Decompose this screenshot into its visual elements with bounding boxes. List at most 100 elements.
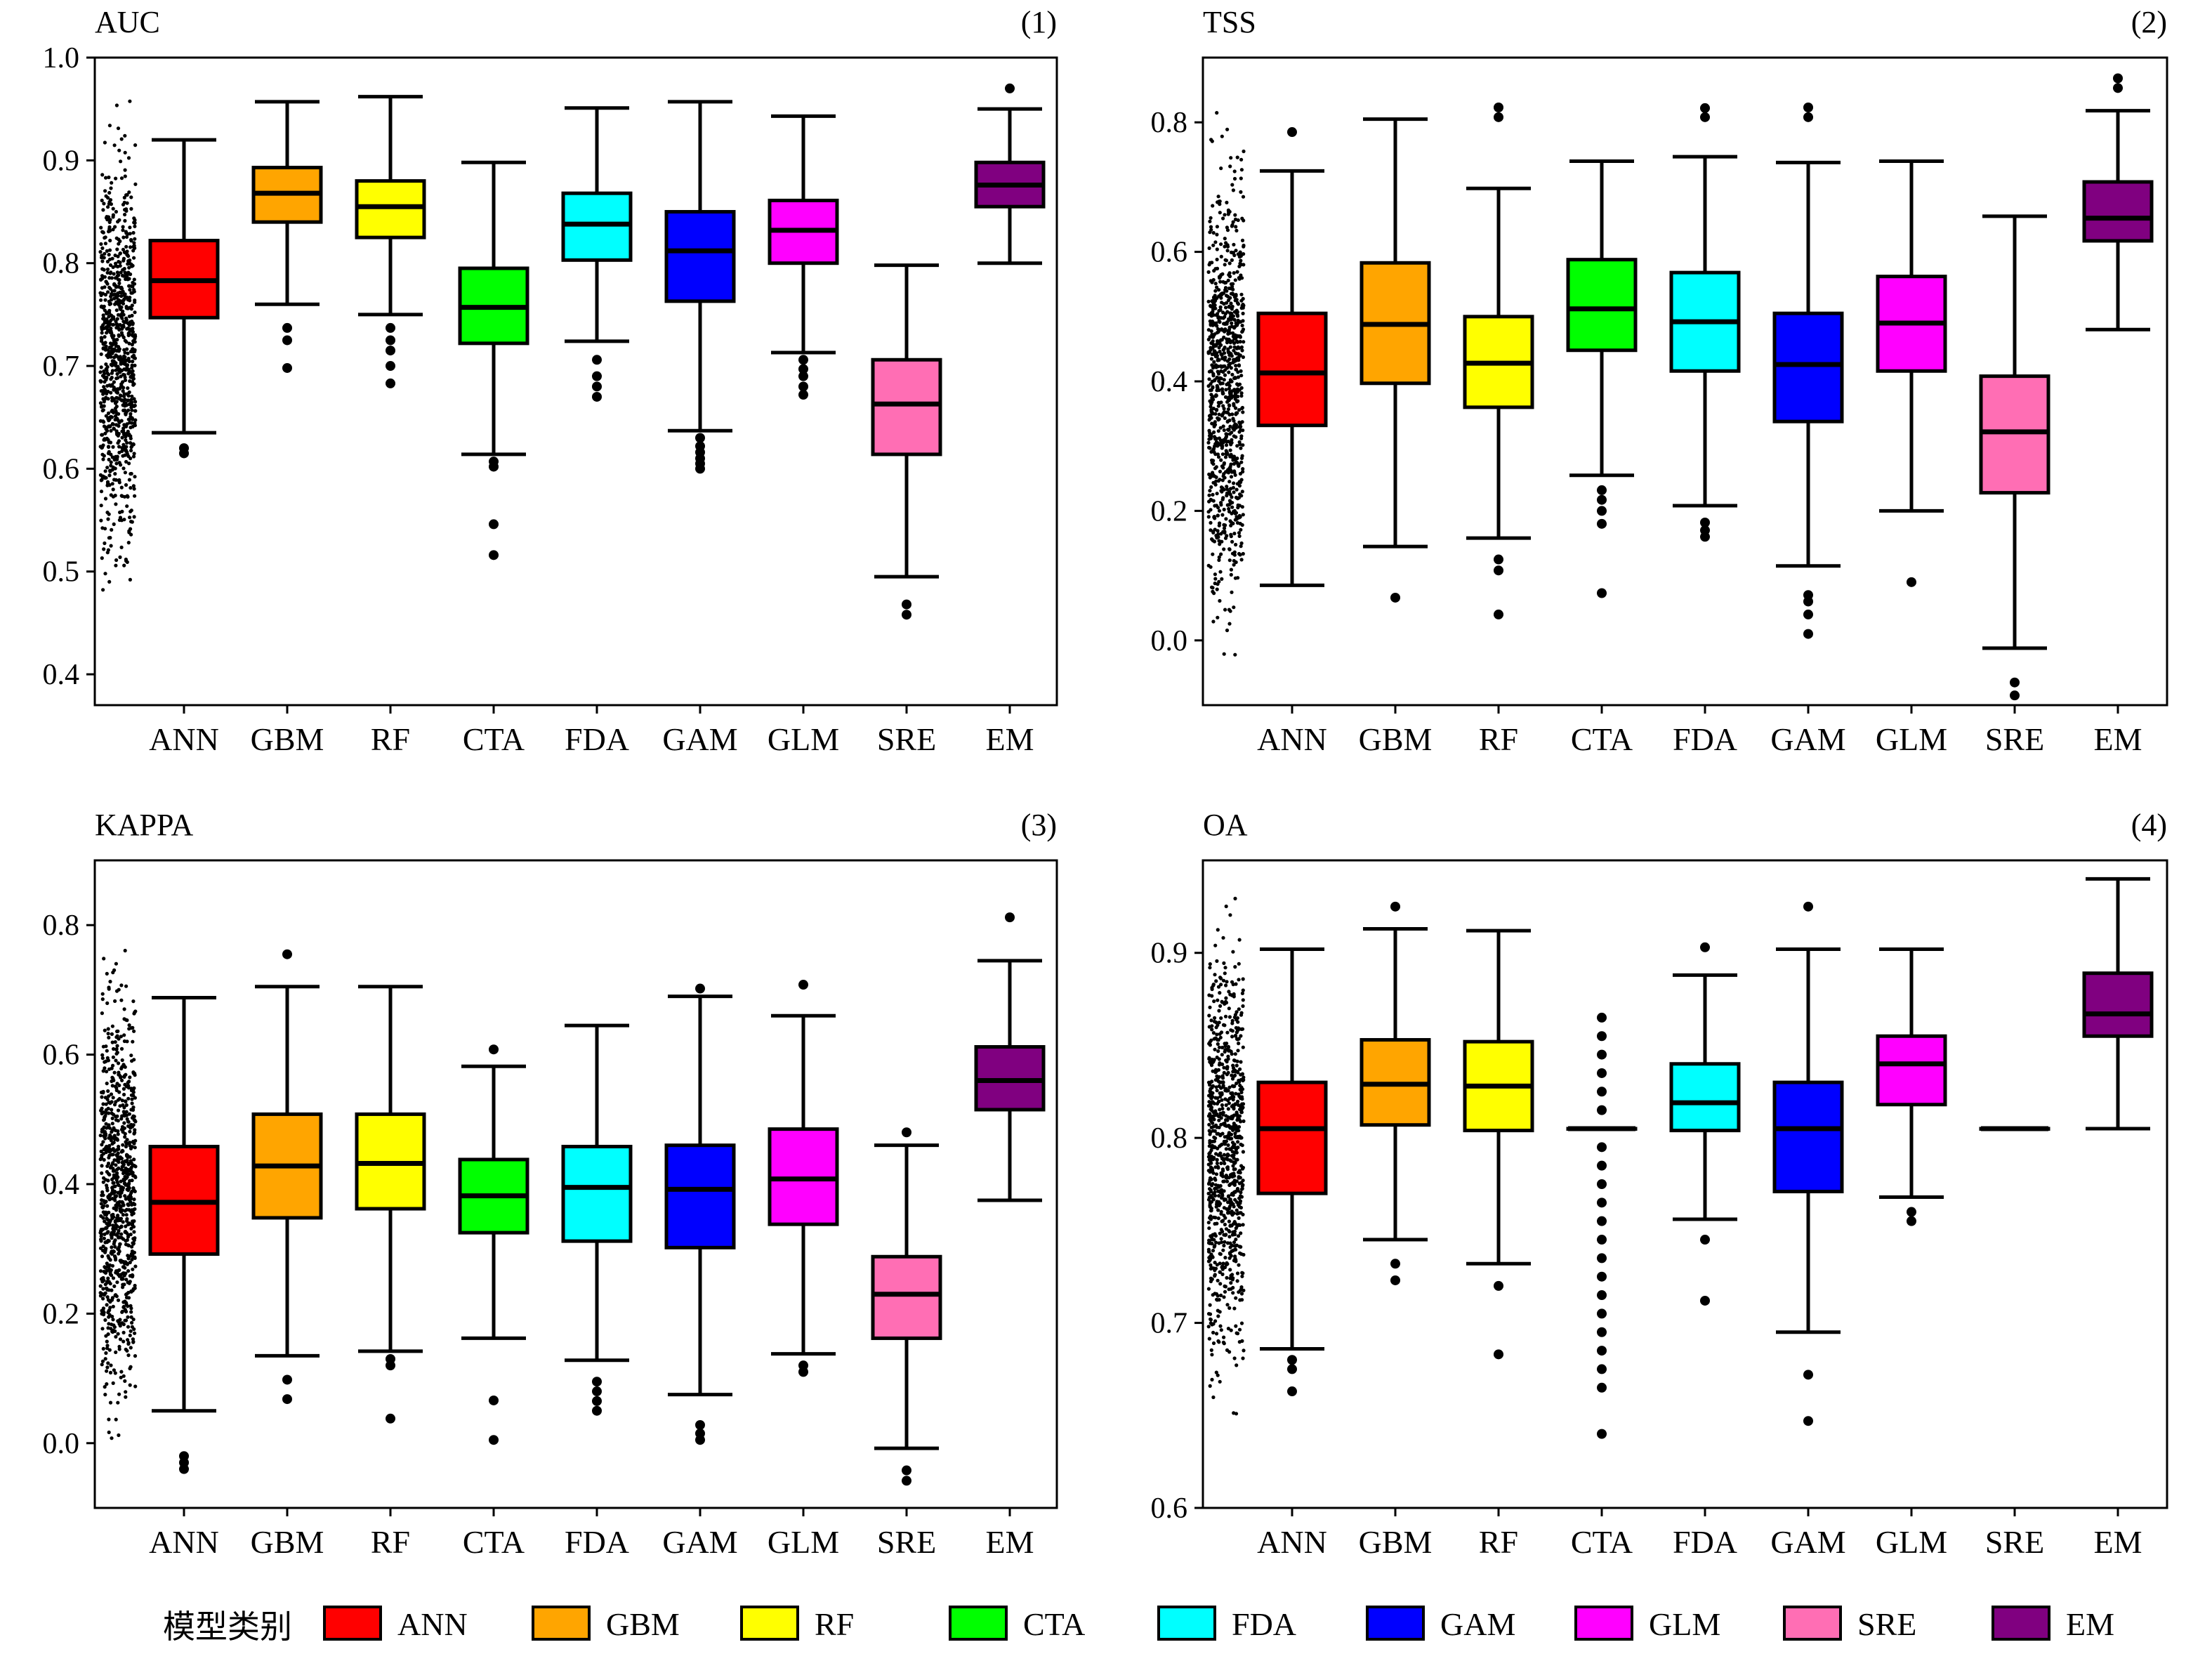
sample-dot	[106, 1238, 110, 1242]
sample-dot	[1212, 296, 1216, 301]
y-tick-label: 0.4	[1151, 366, 1188, 398]
sample-dot	[1210, 1085, 1214, 1090]
sample-dot	[107, 512, 111, 516]
sample-dot	[1230, 258, 1234, 262]
sample-dot	[1239, 1090, 1244, 1094]
sample-dot	[1237, 1114, 1242, 1118]
sample-dot	[1223, 455, 1228, 459]
sample-dot	[127, 461, 131, 466]
sample-dot	[105, 1169, 109, 1174]
sample-dot	[1228, 1197, 1232, 1202]
sample-dot	[104, 1122, 108, 1126]
outlier-point	[1390, 592, 1400, 603]
sample-dot	[110, 1084, 114, 1088]
sample-dot	[1214, 1240, 1218, 1245]
outlier-point	[1907, 1207, 1916, 1217]
sample-dot	[1209, 1207, 1213, 1211]
sample-dot	[121, 1282, 125, 1287]
sample-dot	[124, 306, 129, 310]
sample-dot	[1242, 149, 1246, 154]
sample-dot	[104, 1150, 108, 1155]
outlier-point	[1597, 1290, 1607, 1301]
sample-dot	[1221, 280, 1225, 284]
sample-dot	[1233, 1131, 1237, 1136]
sample-dot	[111, 215, 115, 219]
sample-dot	[1225, 980, 1229, 984]
sample-dot	[1229, 366, 1233, 370]
sample-dot	[1238, 1288, 1242, 1292]
sample-dot	[1207, 1144, 1211, 1148]
sample-dot	[1222, 407, 1226, 411]
y-tick-label: 0.2	[1151, 495, 1188, 527]
sample-dot	[110, 1330, 115, 1334]
sample-dot	[101, 317, 105, 321]
sample-dot	[106, 1230, 110, 1234]
legend-label: RF	[815, 1606, 854, 1642]
sample-dot	[109, 1092, 114, 1096]
sample-dot	[1213, 1268, 1217, 1273]
sample-dot	[1230, 1213, 1235, 1217]
sample-dot	[121, 1339, 126, 1344]
sample-dot	[99, 1149, 103, 1153]
sample-dot	[115, 1180, 119, 1185]
sample-dot	[1232, 1244, 1237, 1248]
sample-dot	[1233, 324, 1237, 329]
sample-dot	[103, 1291, 107, 1295]
sample-dot	[1236, 318, 1240, 322]
sample-dot	[100, 331, 104, 335]
sample-dot	[99, 1202, 103, 1206]
sample-dot	[1219, 503, 1223, 507]
sample-dot	[1219, 292, 1223, 296]
sample-dot	[1218, 1282, 1223, 1286]
sample-dot	[114, 1350, 118, 1354]
sample-dot	[1230, 980, 1235, 984]
sample-dot	[1209, 1018, 1213, 1023]
sample-dot	[103, 431, 107, 435]
sample-dot	[1219, 983, 1223, 987]
sample-dot	[117, 1147, 121, 1151]
sample-dot	[116, 1108, 121, 1112]
sample-dot	[1229, 567, 1233, 572]
sample-dot	[124, 557, 128, 562]
x-tick-label: FDA	[565, 1524, 629, 1560]
sample-dot	[1232, 558, 1236, 563]
sample-dot	[129, 426, 133, 430]
sample-dot	[107, 202, 111, 206]
sample-dot	[99, 504, 103, 508]
sample-dot	[131, 1237, 136, 1241]
sample-dot	[111, 315, 116, 319]
sample-dot	[1209, 1038, 1213, 1042]
sample-dot	[1213, 943, 1218, 947]
sample-dot	[116, 1400, 120, 1405]
sample-dot	[1206, 270, 1211, 274]
sample-dot	[1229, 1049, 1233, 1054]
sample-dot	[132, 1029, 136, 1033]
sample-dot	[104, 176, 108, 180]
sample-dot	[1215, 285, 1219, 289]
sample-dot	[1214, 1370, 1218, 1374]
legend-item-SRE: SRE	[1783, 1606, 1916, 1642]
sample-dot	[1227, 506, 1231, 511]
sample-dot	[119, 1188, 124, 1193]
sample-dot	[1213, 1186, 1217, 1191]
sample-dot	[1226, 428, 1230, 433]
sample-dot	[1230, 1035, 1235, 1039]
x-tick-label: EM	[986, 721, 1034, 757]
sample-dot	[1239, 1164, 1244, 1168]
legend-swatch	[532, 1606, 591, 1641]
sample-dot	[1236, 1103, 1241, 1107]
sample-dot	[1228, 609, 1232, 613]
y-tick-label: 0.8	[1151, 107, 1188, 139]
sample-dot	[1225, 1072, 1229, 1077]
box-GAM: GAM	[662, 983, 738, 1560]
sample-dot	[1220, 387, 1225, 391]
sample-dot	[1227, 1207, 1231, 1211]
sample-dot	[1220, 1053, 1224, 1057]
sample-dot	[1223, 1014, 1228, 1018]
sample-dot	[1223, 263, 1227, 267]
sample-dot	[129, 448, 133, 453]
sample-dot	[100, 556, 104, 560]
sample-dot	[129, 1200, 133, 1204]
sample-dot	[113, 1258, 118, 1262]
